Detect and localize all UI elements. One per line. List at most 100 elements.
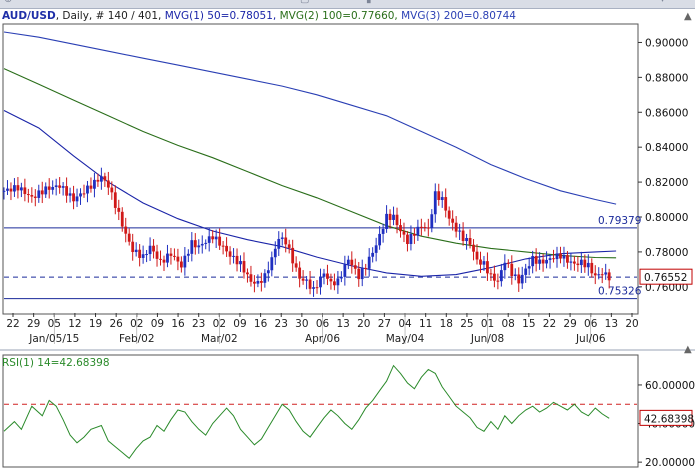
- candle-body: [47, 186, 51, 190]
- date-day-label: 30: [295, 318, 308, 330]
- candle-body: [315, 287, 319, 289]
- toolbar-zoom-icon[interactable]: ⊕: [4, 0, 12, 5]
- date-day-label: 11: [419, 318, 432, 330]
- date-month-label: Jun/08: [470, 333, 504, 345]
- candle-body: [458, 230, 462, 232]
- candle-body: [89, 185, 93, 189]
- date-day-label: 16: [254, 318, 268, 330]
- candle-body: [364, 267, 368, 269]
- candle-body: [30, 195, 34, 197]
- scroll-up-icon[interactable]: ▲: [684, 11, 692, 22]
- candle-body: [493, 273, 496, 281]
- date-day-label: 23: [192, 318, 205, 330]
- candle-body: [413, 233, 416, 236]
- candle-body: [333, 281, 336, 286]
- candle-body: [399, 225, 402, 232]
- candle-body: [353, 265, 357, 269]
- date-day-label: 13: [336, 318, 349, 330]
- candle-body: [447, 210, 451, 219]
- candle-body: [444, 197, 448, 211]
- toolbar-strip: ⊕ ▢ ▮ ▾: [0, 0, 695, 9]
- candle-body: [277, 238, 281, 249]
- candle-body: [256, 281, 260, 284]
- candle-body: [566, 255, 569, 263]
- candle-body: [138, 249, 142, 258]
- candle-body: [371, 252, 375, 257]
- candle-body: [541, 259, 545, 264]
- candle-body: [218, 236, 222, 246]
- candle-body: [294, 263, 298, 268]
- candle-body: [465, 237, 468, 242]
- candle-body: [155, 251, 159, 259]
- candle-body: [423, 226, 427, 228]
- candle-body: [16, 185, 20, 191]
- candle-body: [228, 251, 232, 257]
- candle-body: [538, 259, 542, 264]
- date-day-label: 29: [27, 318, 40, 330]
- candle-body: [604, 272, 608, 275]
- candle-body: [284, 237, 288, 245]
- candle-body: [259, 281, 263, 283]
- candle-body: [183, 255, 187, 268]
- candle-body: [166, 253, 169, 263]
- candle-body: [385, 213, 388, 229]
- rsi-line: [3, 364, 610, 460]
- rsi-tick-label: 60.00000: [645, 380, 695, 392]
- candle-body: [430, 214, 434, 228]
- candle-body: [58, 185, 62, 188]
- candle-body: [329, 278, 333, 282]
- date-day-label: 15: [522, 318, 535, 330]
- candle-body: [395, 214, 399, 226]
- candle-body: [148, 245, 152, 255]
- candle-body: [440, 197, 444, 200]
- candle-body: [2, 190, 6, 192]
- candle-body: [207, 236, 211, 243]
- date-month-label: Jan/05/15: [28, 333, 79, 345]
- candle-body: [343, 264, 347, 277]
- candle-body: [305, 279, 308, 281]
- candle-body: [482, 261, 486, 265]
- candle-body: [479, 259, 482, 265]
- date-day-label: 26: [109, 318, 123, 330]
- rsi-tick-label: 20.00000: [645, 457, 695, 469]
- candle-body: [451, 218, 455, 223]
- moving-average-line: [3, 31, 617, 205]
- candle-body: [169, 253, 173, 256]
- candle-body: [120, 211, 124, 227]
- scroll-down-icon[interactable]: ▲: [684, 344, 692, 355]
- candle-body: [40, 190, 44, 195]
- date-day-label: 27: [378, 318, 391, 330]
- date-day-label: 09: [151, 318, 164, 330]
- candle-body: [576, 263, 580, 266]
- candle-body: [225, 245, 228, 252]
- toolbar-menu-icon[interactable]: ▾: [660, 0, 665, 5]
- candle-body: [583, 259, 587, 268]
- candle-body: [86, 185, 89, 194]
- date-day-label: 25: [460, 318, 473, 330]
- candle-body: [239, 261, 242, 265]
- candle-body: [301, 278, 305, 281]
- candle-body: [37, 190, 41, 198]
- date-day-label: 22: [543, 318, 556, 330]
- candle-body: [336, 278, 340, 286]
- candle-body: [298, 267, 302, 279]
- date-day-label: 13: [605, 318, 618, 330]
- chart-header: AUD/USD, Daily, # 140 / 401, MVG(1) 50=0…: [2, 10, 516, 22]
- candle-body: [545, 259, 548, 264]
- candle-body: [93, 179, 96, 189]
- date-day-label: 08: [502, 318, 515, 330]
- candle-body: [381, 228, 385, 234]
- candle-body: [19, 187, 23, 191]
- toolbar-period-button[interactable]: ▢: [300, 0, 309, 5]
- candle-body: [200, 243, 204, 246]
- candle-body: [374, 245, 378, 253]
- candle-body: [99, 176, 103, 182]
- price-tick-label: 0.80000: [645, 212, 688, 224]
- candle-body: [607, 272, 611, 281]
- candle-body: [319, 276, 322, 288]
- candle-body: [472, 244, 475, 252]
- candle-body: [548, 258, 552, 260]
- toolbar-tool-icon[interactable]: ▮: [366, 0, 372, 5]
- date-month-label: Apr/06: [305, 333, 340, 345]
